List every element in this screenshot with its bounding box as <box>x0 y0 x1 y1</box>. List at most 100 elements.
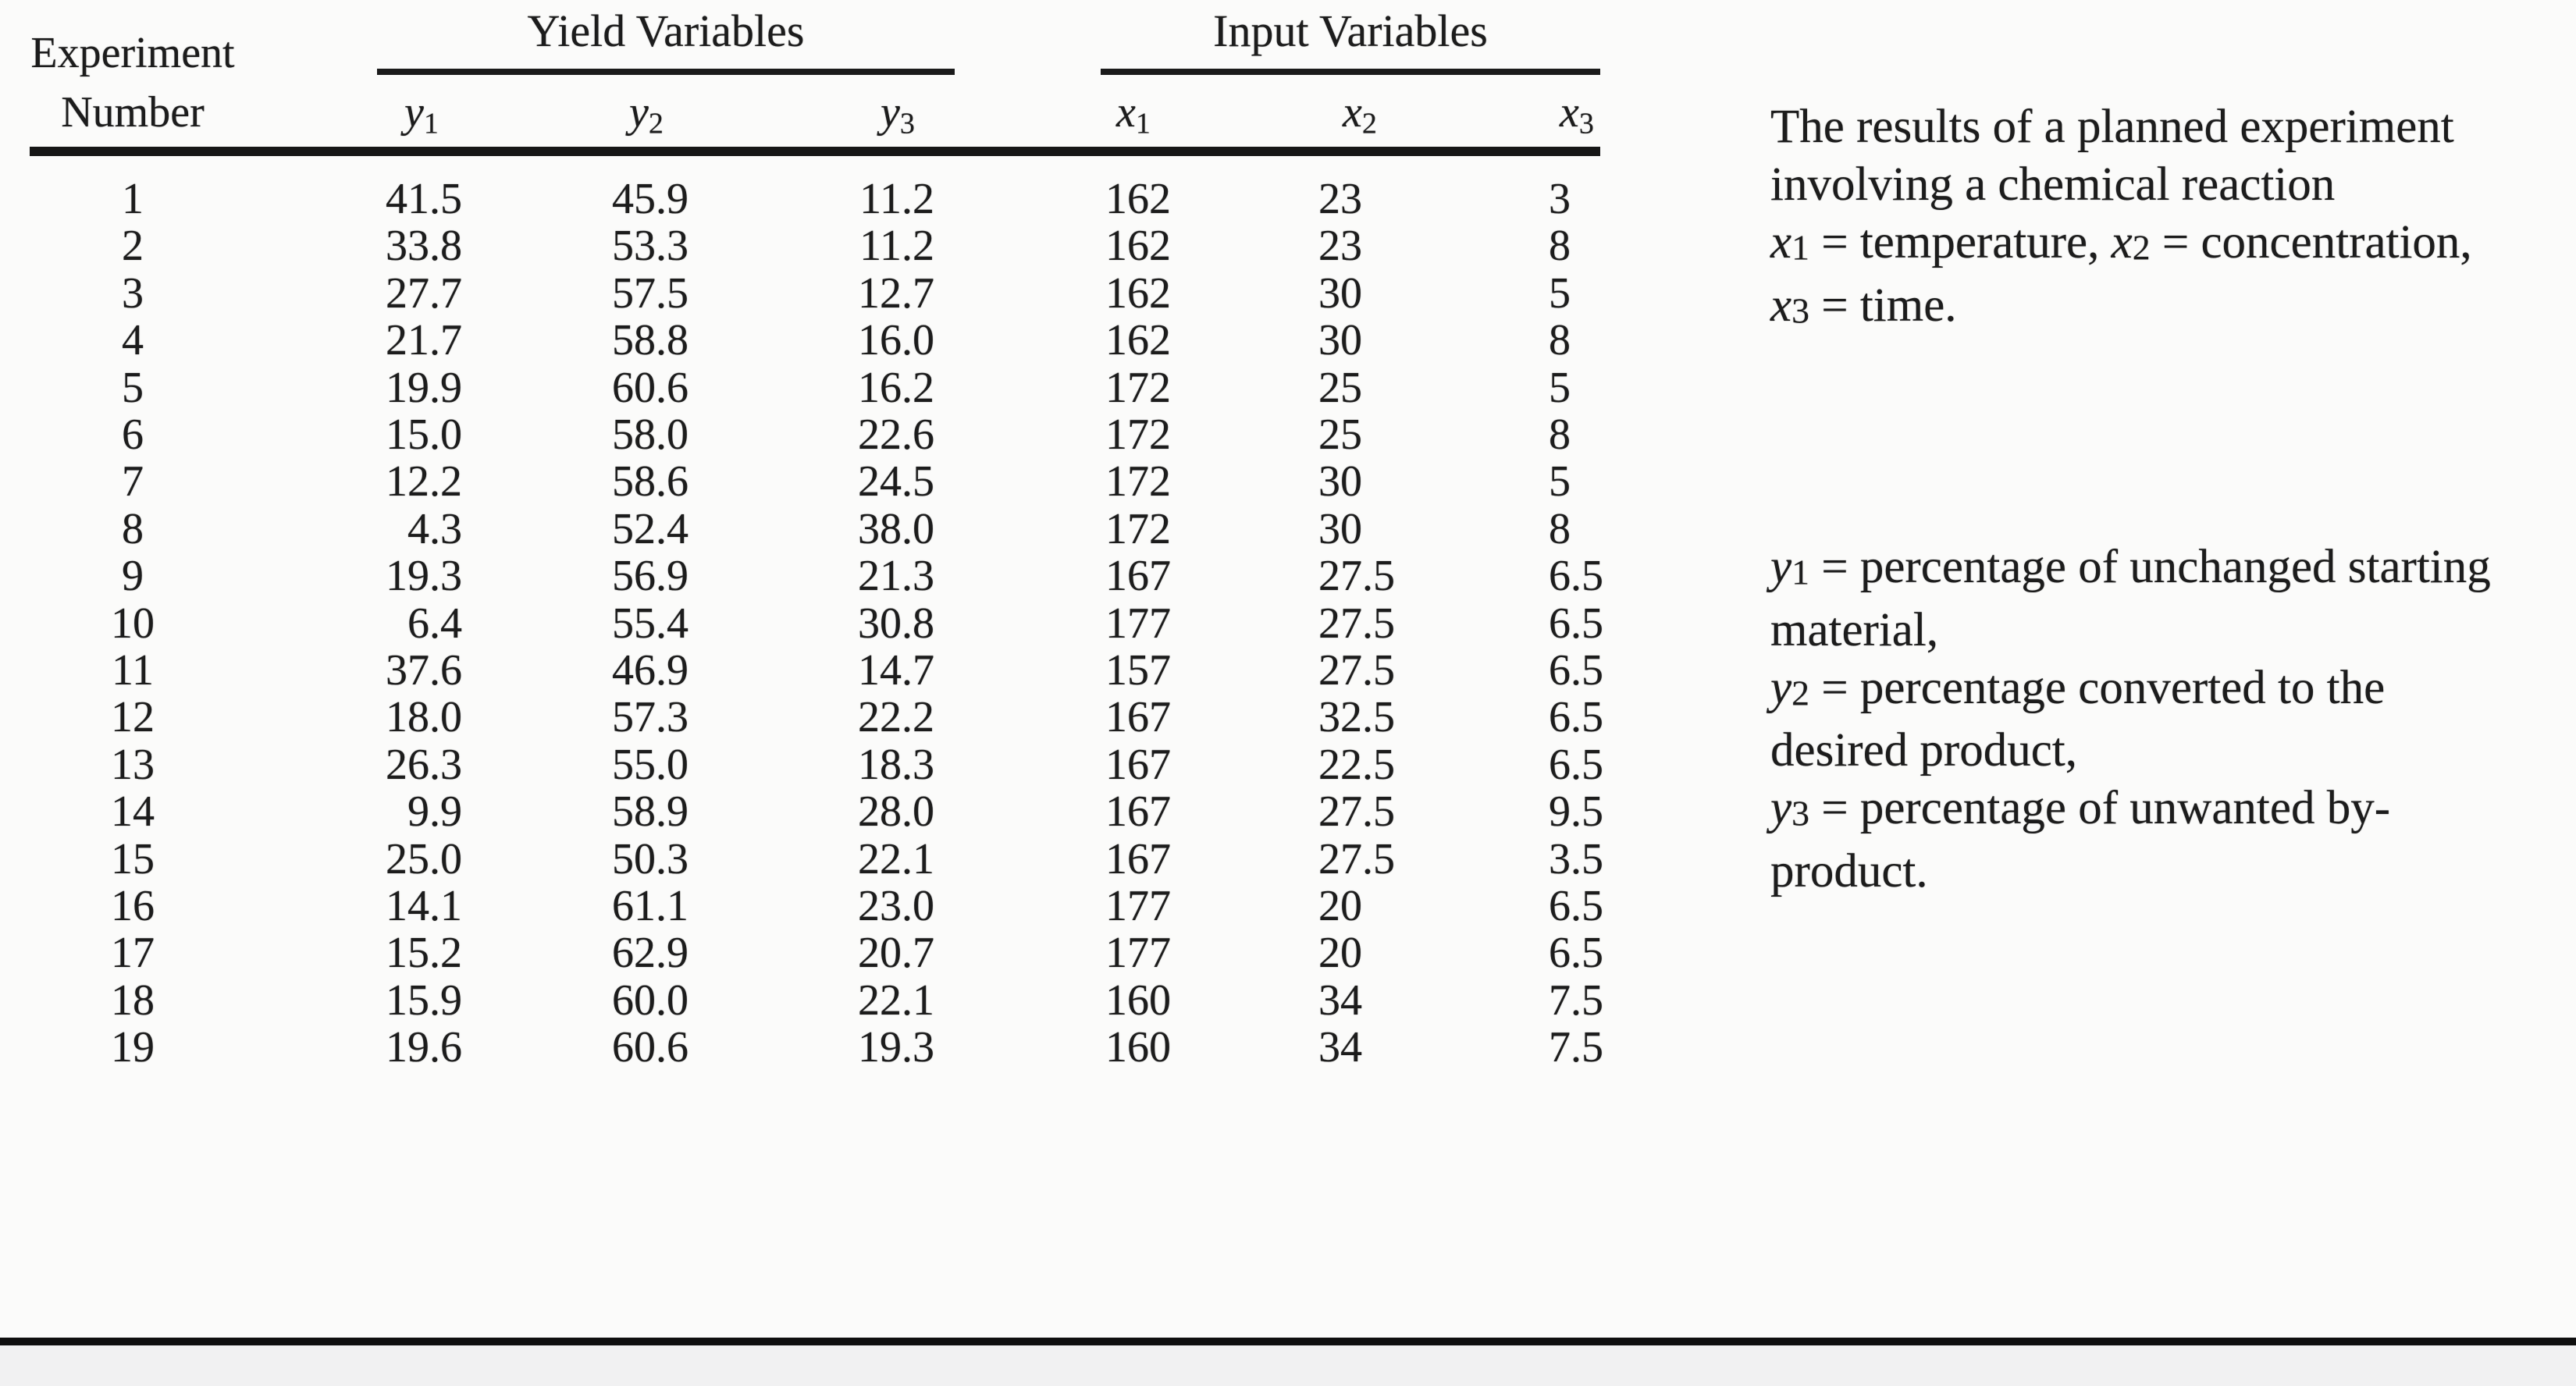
cell-value-fraction: .0 <box>656 976 688 1025</box>
cell-experiment-number: 16 <box>111 882 155 930</box>
cell-value: 58 <box>612 787 656 837</box>
cell-value-fraction: .5 <box>1362 787 1395 837</box>
cell-value-fraction: .6 <box>902 410 934 459</box>
cell-value: 46 <box>612 646 656 695</box>
table-row: 13 26.3 55.0 18.3 167 22.5 6.5 <box>23 741 1616 788</box>
cell-experiment-number: 12 <box>111 693 155 742</box>
cell-value: 27 <box>386 268 429 318</box>
cell-value-fraction: .9 <box>656 929 688 978</box>
input-group-underline <box>1101 69 1600 75</box>
cell-value-fraction: .9 <box>656 787 688 837</box>
cell-value: 18 <box>858 740 902 789</box>
column-header-x2: x2 <box>1343 88 1377 140</box>
cell-value: 162 <box>1105 175 1171 223</box>
cell-value: 30 <box>858 599 902 648</box>
cell-value: 57 <box>612 693 656 742</box>
table-row: 16 14.1 61.1 23.0 177 20 6.5 <box>23 883 1616 929</box>
cell-value-fraction: .5 <box>429 175 462 223</box>
cell-value: 30 <box>1318 457 1362 506</box>
table-row: 15 25.0 50.3 22.1 167 27.5 3.5 <box>23 836 1616 883</box>
cell-value: 9 <box>1549 787 1571 837</box>
cell-value: 32 <box>1318 693 1362 742</box>
cell-value: 162 <box>1105 316 1171 365</box>
cell-value-fraction: .4 <box>656 504 688 553</box>
cell-experiment-number: 9 <box>122 552 144 601</box>
cell-value: 34 <box>1318 976 1362 1025</box>
cell-value: 22 <box>858 976 902 1025</box>
bottom-bar <box>0 1345 2576 1386</box>
note-line: involving a chemical reaction <box>1770 158 2336 211</box>
cell-value: 14 <box>858 646 902 695</box>
cell-value-fraction: .5 <box>1571 976 1603 1025</box>
cell-value-fraction: .8 <box>902 599 934 648</box>
cell-value: 3 <box>1549 834 1571 883</box>
cell-value-fraction: .7 <box>902 646 934 695</box>
experiment-data-table: Yield Variables Input Variables Experime… <box>23 6 1616 1099</box>
cell-value: 12 <box>386 457 429 506</box>
cell-value-fraction: .5 <box>656 268 688 318</box>
cell-value-fraction: .9 <box>656 646 688 695</box>
cell-value: 27 <box>1318 599 1362 648</box>
cell-value-fraction: .7 <box>429 316 462 365</box>
note-line: The results of a planned experiment <box>1770 101 2454 153</box>
cell-experiment-number: 1 <box>122 175 144 223</box>
cell-value: 19 <box>858 1023 902 1072</box>
table-row: 11 37.6 46.9 14.7 157 27.5 6.5 <box>23 647 1616 694</box>
cell-value: 26 <box>386 740 429 789</box>
bottom-divider <box>0 1338 2576 1345</box>
cell-value: 33 <box>386 222 429 271</box>
cell-value: 60 <box>612 1023 656 1072</box>
cell-value: 6 <box>1549 929 1571 978</box>
cell-value-fraction: .9 <box>429 363 462 412</box>
stub-header-number: Number <box>61 88 205 137</box>
cell-value: 23 <box>1318 222 1362 271</box>
cell-value-fraction: .5 <box>1571 599 1603 648</box>
cell-value-fraction: .3 <box>656 222 688 271</box>
cell-value: 22 <box>858 410 902 459</box>
cell-value: 172 <box>1105 457 1171 506</box>
note-input-variables: The results of a planned experiment invol… <box>1770 98 2574 339</box>
cell-experiment-number: 17 <box>111 929 155 978</box>
cell-value: 50 <box>612 834 656 883</box>
table-row: 14 9.9 58.9 28.0 167 27.5 9.5 <box>23 788 1616 835</box>
table-row: 9 19.3 56.9 21.3 167 27.5 6.5 <box>23 553 1616 599</box>
cell-value-fraction: .2 <box>902 693 934 742</box>
table-row: 18 15.9 60.0 22.1 160 34 7.5 <box>23 977 1616 1024</box>
cell-value: 162 <box>1105 268 1171 318</box>
cell-value-fraction: .7 <box>429 268 462 318</box>
cell-value: 177 <box>1105 882 1171 930</box>
cell-value: 5 <box>1549 268 1571 318</box>
cell-experiment-number: 13 <box>111 740 155 789</box>
cell-value: 25 <box>1318 410 1362 459</box>
cell-value: 58 <box>612 316 656 365</box>
cell-value: 41 <box>386 175 429 223</box>
cell-value: 6 <box>1549 693 1571 742</box>
cell-value: 27 <box>1318 787 1362 837</box>
cell-value: 6 <box>1549 552 1571 601</box>
cell-value: 8 <box>1549 504 1571 553</box>
cell-value: 8 <box>1549 410 1571 459</box>
cell-value: 19 <box>386 363 429 412</box>
cell-value: 45 <box>612 175 656 223</box>
cell-value: 5 <box>1549 457 1571 506</box>
cell-value-fraction: .0 <box>902 316 934 365</box>
cell-experiment-number: 10 <box>111 599 155 648</box>
cell-value: 57 <box>612 268 656 318</box>
cell-value: 177 <box>1105 599 1171 648</box>
cell-value-fraction: .5 <box>1362 646 1395 695</box>
cell-value-fraction: .3 <box>902 740 934 789</box>
cell-value-fraction: .5 <box>1571 929 1603 978</box>
cell-value: 12 <box>858 268 902 318</box>
cell-value: 7 <box>1549 976 1571 1025</box>
cell-value-fraction: .1 <box>429 882 462 930</box>
cell-value-fraction: .7 <box>902 268 934 318</box>
cell-value: 62 <box>612 929 656 978</box>
cell-value: 8 <box>1549 222 1571 271</box>
cell-value-fraction: .5 <box>1571 882 1603 930</box>
cell-experiment-number: 11 <box>112 646 154 695</box>
cell-value: 27 <box>1318 834 1362 883</box>
cell-value-fraction: .6 <box>429 646 462 695</box>
cell-value: 16 <box>858 363 902 412</box>
cell-value: 6 <box>1549 599 1571 648</box>
column-header-x1: x1 <box>1116 88 1151 140</box>
